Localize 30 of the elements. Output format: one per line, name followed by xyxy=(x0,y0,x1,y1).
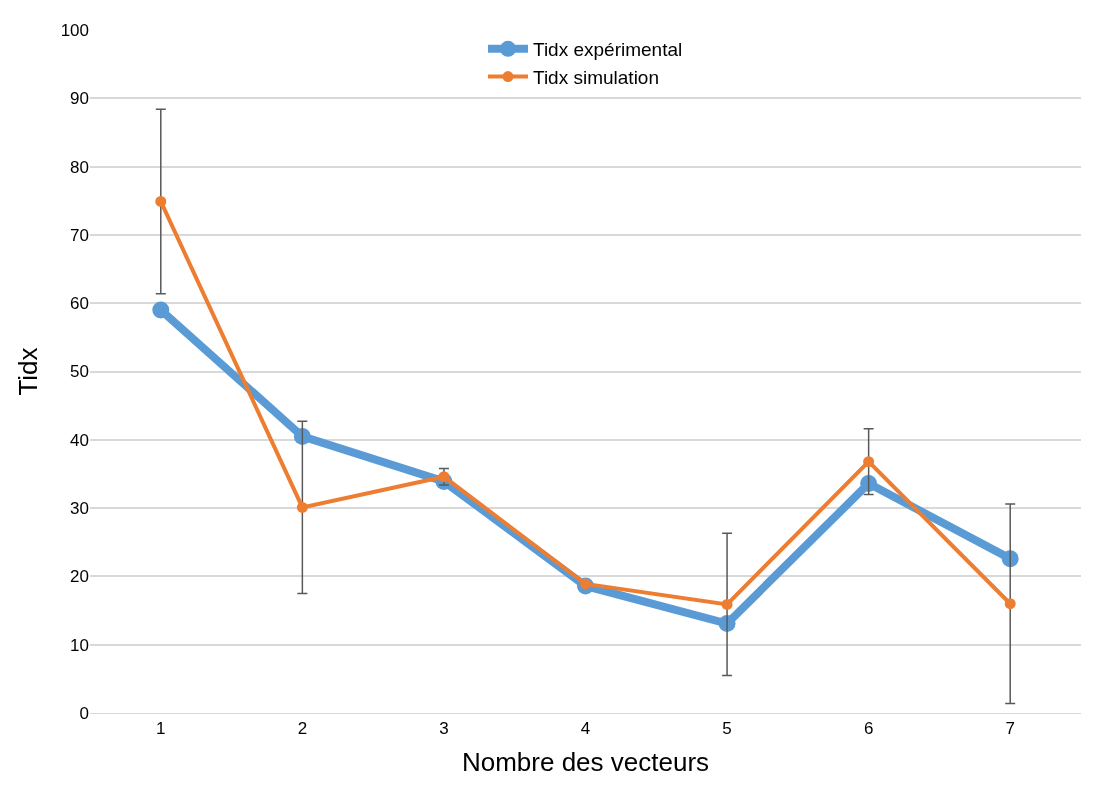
y-tick-label: 30 xyxy=(70,499,89,519)
x-tick-label: 5 xyxy=(722,719,732,739)
legend-label: Tidx expérimental xyxy=(533,39,683,61)
y-tick-label: 0 xyxy=(79,703,89,723)
x-tick-label: 2 xyxy=(297,719,308,739)
y-tick-label: 10 xyxy=(70,635,89,655)
point xyxy=(860,475,878,492)
y-tick-label: 90 xyxy=(70,89,89,109)
y-tick-label: 20 xyxy=(70,567,89,587)
point xyxy=(1004,598,1016,610)
y-tick-label: 60 xyxy=(70,294,89,314)
x-axis-title: Nombre des vecteurs xyxy=(461,747,710,778)
y-tick-label: 50 xyxy=(70,362,89,382)
point xyxy=(152,301,170,319)
y-axis-title: Tidx xyxy=(13,347,44,396)
point xyxy=(863,456,875,468)
point xyxy=(155,195,167,207)
x-tick-label: 1 xyxy=(156,719,166,739)
x-tick-label: 4 xyxy=(580,719,591,739)
legend-label: Tidx simulation xyxy=(533,66,660,88)
point xyxy=(721,598,733,610)
x-tick-label: 7 xyxy=(1005,719,1015,739)
y-tick-label: 100 xyxy=(60,20,89,40)
x-tick-label: 6 xyxy=(863,719,874,739)
y-tick-label: 40 xyxy=(70,430,89,450)
y-tick-label: 80 xyxy=(70,157,89,177)
x-tick-label: 3 xyxy=(439,719,449,739)
point xyxy=(296,501,308,513)
y-tick-label: 70 xyxy=(70,225,89,245)
point xyxy=(293,427,311,445)
